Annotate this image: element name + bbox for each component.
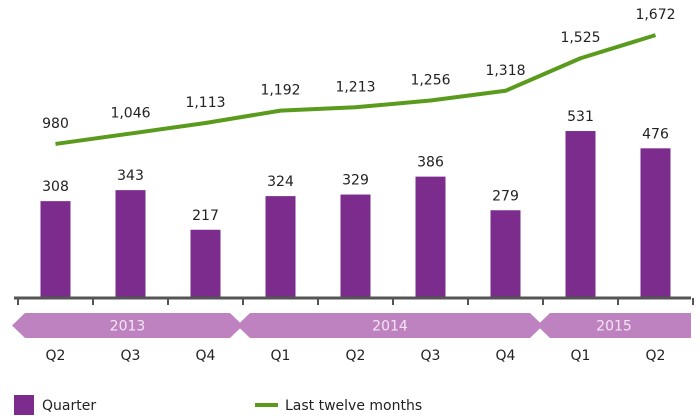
line	[55, 33, 657, 146]
bar	[190, 229, 221, 298]
line-label: 980	[42, 116, 69, 132]
line-label: 1,672	[635, 7, 675, 23]
legend-swatch	[14, 395, 34, 415]
x-tick-label: Q4	[496, 348, 516, 364]
year-band	[537, 313, 691, 338]
line-label: 1,113	[185, 95, 225, 111]
bar	[115, 190, 146, 298]
bar	[565, 131, 596, 298]
bar-label: 279	[492, 188, 519, 204]
bar-label: 329	[342, 173, 369, 189]
line-label: 1,046	[110, 106, 150, 122]
bar-label: 531	[567, 109, 594, 125]
legend-label: Quarter	[42, 398, 96, 414]
bar	[340, 194, 371, 298]
x-tick-label: Q3	[421, 348, 441, 364]
line-label: 1,525	[560, 30, 600, 46]
x-tick-label: Q2	[346, 348, 366, 364]
x-tick-label: Q4	[196, 348, 216, 364]
year-label: 2014	[372, 319, 408, 335]
bar-label: 343	[117, 168, 144, 184]
bar	[40, 201, 71, 298]
x-tick-label: Q1	[571, 348, 591, 364]
bar	[490, 210, 521, 298]
legend-label: Last twelve months	[285, 398, 422, 414]
bar-label: 217	[192, 208, 219, 224]
year-label: 2015	[596, 319, 632, 335]
line-label: 1,256	[410, 73, 450, 89]
year-band	[237, 313, 543, 338]
x-tick-label: Q3	[121, 348, 141, 364]
line-label: 1,318	[485, 63, 525, 79]
bar	[415, 176, 446, 298]
bar-label: 476	[642, 126, 669, 142]
x-tick-label: Q1	[271, 348, 291, 364]
line-label: 1,213	[335, 79, 375, 95]
x-tick-label: Q2	[46, 348, 66, 364]
bar	[640, 148, 671, 298]
bar-label: 324	[267, 174, 294, 190]
line-label: 1,192	[260, 83, 300, 99]
year-label: 2013	[110, 319, 146, 335]
year-band	[12, 313, 243, 338]
bar	[265, 196, 296, 298]
x-tick-label: Q2	[646, 348, 666, 364]
bar-label: 386	[417, 155, 444, 171]
bar-label: 308	[42, 179, 69, 195]
